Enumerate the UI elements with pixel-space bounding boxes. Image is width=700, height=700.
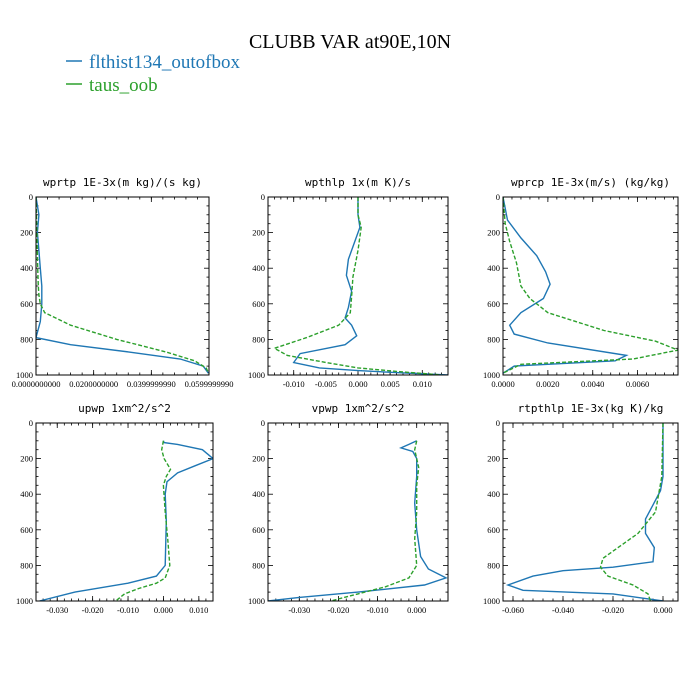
plot-frame: [267, 422, 449, 602]
x-tick-label: 0.010: [413, 379, 432, 389]
legend-label-2: taus_oob: [89, 75, 158, 96]
legend-label-1: flthist134_outofbox: [89, 52, 240, 73]
y-tick-label: 200: [20, 454, 33, 464]
y-tick-label: 200: [20, 228, 33, 238]
x-tick-label: -0.040: [552, 605, 574, 615]
series-line-flthist134-outofbox: [505, 423, 664, 601]
x-tick-label: -0.060: [502, 605, 524, 615]
series-line-flthist134-outofbox: [292, 197, 448, 375]
x-tick-label: 0.010: [189, 605, 208, 615]
x-tick-label: 0.000: [653, 605, 672, 615]
y-tick-label: 800: [487, 334, 500, 344]
y-tick-label: 400: [20, 489, 33, 499]
y-tick-label: 1000: [16, 370, 33, 380]
y-tick-label: 200: [252, 454, 265, 464]
x-tick-label: -0.020: [327, 605, 349, 615]
x-tick-label: 0.0599999990: [185, 379, 234, 389]
x-tick-label: 0.000: [348, 379, 367, 389]
plot-frame: [502, 422, 679, 602]
series-line-taus-oob: [36, 197, 209, 374]
y-tick-label: 1000: [483, 596, 500, 606]
series-line-flthist134-outofbox: [36, 197, 209, 374]
plot-frame: [35, 422, 214, 602]
y-tick-label: 1000: [248, 596, 265, 606]
x-tick-label: 0.0000000000: [12, 379, 61, 389]
y-tick-label: 400: [252, 489, 265, 499]
series-line-flthist134-outofbox: [503, 197, 629, 374]
y-tick-label: 800: [252, 560, 265, 570]
x-tick-label: -0.010: [367, 605, 389, 615]
x-tick-label: -0.010: [283, 379, 305, 389]
x-tick-label: 0.0040: [581, 379, 604, 389]
y-tick-label: 600: [252, 525, 265, 535]
y-tick-label: 200: [487, 454, 500, 464]
series-line-taus-oob: [599, 423, 664, 601]
x-tick-label: 0.0399999990: [127, 379, 176, 389]
y-tick-label: 800: [487, 560, 500, 570]
y-tick-label: 0: [29, 192, 33, 202]
y-tick-label: 1000: [483, 370, 500, 380]
y-tick-label: 800: [20, 334, 33, 344]
panel-title: wprcp 1E-3x(m/s) (kg/kg): [511, 176, 670, 189]
x-tick-label: 0.000: [407, 605, 426, 615]
y-tick-label: 600: [252, 299, 265, 309]
y-tick-label: 1000: [248, 370, 265, 380]
x-tick-label: -0.020: [602, 605, 624, 615]
panel-title: wprtp 1E-3x(m kg)/(s kg): [43, 176, 202, 189]
y-tick-label: 0: [29, 418, 33, 428]
y-tick-label: 1000: [16, 596, 33, 606]
y-tick-label: 800: [20, 560, 33, 570]
y-tick-label: 400: [487, 263, 500, 273]
y-tick-label: 0: [261, 192, 265, 202]
panel-2: wpthlp 1x(m K)/s 0 200 400 600 800 1000 -0.010-…: [248, 176, 449, 389]
figure-title: CLUBB VAR at90E,10N: [249, 31, 451, 53]
panel-title: wpthlp 1x(m K)/s: [305, 176, 411, 189]
x-tick-label: -0.020: [82, 605, 104, 615]
x-tick-label: -0.030: [46, 605, 68, 615]
x-tick-label: 0.0020: [536, 379, 559, 389]
series-line-taus-oob: [115, 440, 172, 601]
x-tick-label: 0.0200000000: [69, 379, 118, 389]
y-tick-label: 0: [261, 418, 265, 428]
plot-frame: [502, 196, 679, 376]
series-line-taus-oob: [503, 197, 678, 374]
x-tick-label: 0.0060: [626, 379, 649, 389]
panel-6: rtpthlp 1E-3x(kg K)/kg02004006008001000-…: [483, 402, 679, 615]
y-tick-label: 0: [496, 418, 500, 428]
series-line-flthist134-outofbox: [39, 440, 213, 601]
y-tick-label: 400: [252, 263, 265, 273]
panel-4: upwp 1xm^2/s^2 0 200 400 600 800 1000 -0.030 -0.…: [16, 402, 214, 615]
x-tick-label: -0.030: [288, 605, 310, 615]
y-tick-label: 0: [496, 192, 500, 202]
plot-frame: [267, 196, 449, 376]
y-tick-label: 600: [487, 525, 500, 535]
y-tick-label: 200: [252, 228, 265, 238]
legend: flthist134_outofbox taus_oob: [66, 52, 240, 96]
panel-3: wprcp 1E-3x(m/s) (kg/kg) 0 200 400 600 800 100…: [483, 176, 679, 389]
y-tick-label: 400: [20, 263, 33, 273]
y-tick-label: 600: [20, 299, 33, 309]
x-tick-label: 0.0000: [491, 379, 514, 389]
panels: wprtp 1E-3x(m kg)/(s kg) 0 200 400 600 800 100…: [12, 176, 679, 615]
x-tick-label: 0.000: [154, 605, 173, 615]
y-tick-label: 800: [252, 334, 265, 344]
panel-1: wprtp 1E-3x(m kg)/(s kg) 0 200 400 600 800 100…: [12, 176, 234, 389]
panel-5: vpwp 1xm^2/s^2 0 200 400 600 800 1000 -0.030 -0.…: [248, 402, 449, 615]
x-tick-label: 0.005: [381, 379, 400, 389]
y-tick-label: 600: [487, 299, 500, 309]
panel-title: upwp 1xm^2/s^2: [78, 402, 171, 415]
x-tick-label: -0.010: [117, 605, 139, 615]
plot-frame: [35, 196, 210, 376]
series-line-taus-oob: [330, 440, 420, 601]
series-line-taus-oob: [272, 197, 442, 375]
series-line-flthist134-outofbox: [268, 440, 448, 601]
y-tick-label: 400: [487, 489, 500, 499]
panel-title: vpwp 1xm^2/s^2: [312, 402, 405, 415]
y-tick-label: 600: [20, 525, 33, 535]
x-tick-label: -0.005: [315, 379, 337, 389]
y-tick-label: 200: [487, 228, 500, 238]
panel-title: rtpthlp 1E-3x(kg K)/kg: [518, 402, 664, 415]
